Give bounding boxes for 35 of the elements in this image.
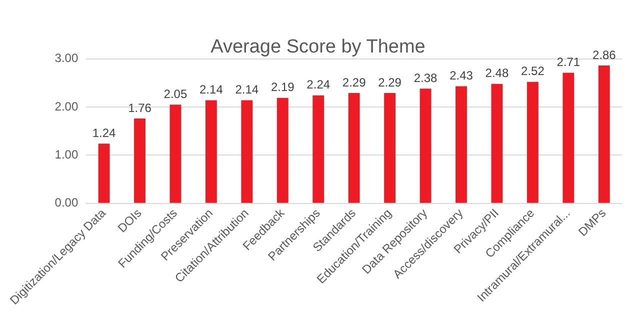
bar	[241, 100, 253, 203]
data-label: 1.76	[128, 100, 152, 115]
bar	[276, 98, 288, 203]
y-tick-label: 0.00	[54, 196, 78, 210]
chart-title: Average Score by Theme	[210, 36, 426, 58]
bar	[170, 104, 182, 203]
bar	[491, 84, 503, 203]
data-label: 2.43	[450, 68, 474, 83]
data-label: 2.29	[378, 75, 402, 90]
y-tick-label: 2.00	[54, 99, 78, 114]
y-tick-label: 3.00	[54, 51, 78, 66]
bar	[348, 93, 360, 203]
data-label: 2.71	[556, 55, 580, 70]
data-label: 2.14	[200, 82, 224, 97]
data-label: 2.52	[521, 64, 545, 78]
data-label: 2.14	[235, 82, 259, 97]
data-label: 2.24	[306, 78, 330, 92]
bar	[312, 95, 324, 203]
y-tick-label: 1.00	[54, 147, 78, 162]
bar	[456, 86, 467, 203]
data-label: 2.38	[414, 70, 438, 85]
bar	[134, 118, 146, 203]
bar	[205, 100, 217, 203]
data-label: 2.29	[342, 75, 366, 90]
bar	[562, 72, 574, 203]
data-label: 2.86	[592, 48, 616, 62]
bar	[598, 66, 610, 203]
data-label: 2.05	[164, 86, 188, 101]
data-label: 1.24	[92, 126, 116, 140]
data-label: 2.19	[270, 80, 295, 94]
bar	[420, 88, 432, 203]
bar	[526, 82, 538, 203]
data-label: 2.48	[485, 66, 509, 80]
bar	[384, 93, 396, 203]
bar	[98, 144, 110, 203]
